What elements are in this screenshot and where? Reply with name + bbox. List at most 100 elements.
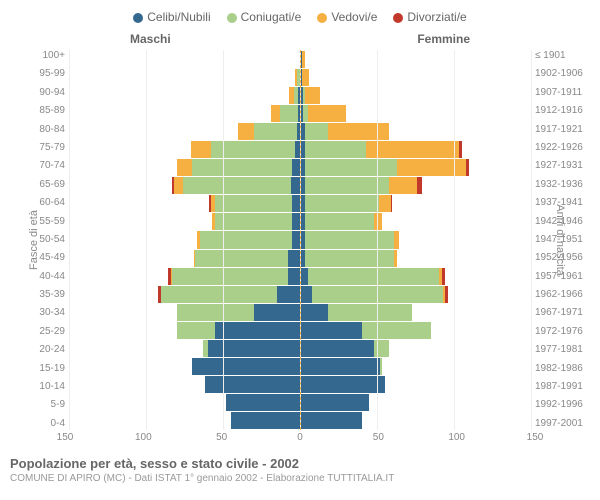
- bar-segment: [308, 105, 346, 122]
- bar-segment: [254, 304, 300, 321]
- legend-item: Vedovi/e: [317, 10, 377, 24]
- bar-row: [300, 195, 531, 213]
- bar-segment: [271, 105, 280, 122]
- year-label: 1922-1926: [535, 143, 590, 153]
- bar-segment: [305, 87, 320, 104]
- bar-segment: [394, 250, 397, 267]
- gridline: [531, 50, 532, 430]
- bar-row: [300, 104, 531, 122]
- legend-item: Divorziati/e: [393, 10, 466, 24]
- bar-row: [300, 159, 531, 177]
- year-label: 1932-1936: [535, 180, 590, 190]
- year-label: 1982-1986: [535, 364, 590, 374]
- year-label: 1992-1996: [535, 400, 590, 410]
- x-tick: 100: [135, 432, 152, 443]
- gridline: [223, 50, 224, 430]
- bar-row: [69, 249, 300, 267]
- x-tick: 50: [373, 432, 384, 443]
- bar-segment: [174, 177, 183, 194]
- bar-segment: [300, 340, 374, 357]
- bar-segment: [305, 213, 374, 230]
- bar-segment: [394, 231, 399, 248]
- bar-row: [69, 267, 300, 285]
- age-label: 15-19: [10, 364, 65, 374]
- bar-row: [69, 412, 300, 430]
- bar-segment: [300, 394, 369, 411]
- bar-segment: [226, 394, 300, 411]
- year-label: 1912-1916: [535, 106, 590, 116]
- year-label: ≤ 1901: [535, 51, 590, 61]
- bar-row: [300, 177, 531, 195]
- bar-row: [69, 104, 300, 122]
- bar-segment: [305, 141, 367, 158]
- bar-row: [300, 213, 531, 231]
- bar-segment: [205, 376, 300, 393]
- bar-segment: [254, 123, 297, 140]
- x-tick: 150: [57, 432, 74, 443]
- age-label: 5-9: [10, 400, 65, 410]
- gender-headers: Maschi Femmine: [10, 32, 590, 50]
- bar-segment: [442, 268, 445, 285]
- age-label: 25-29: [10, 327, 65, 337]
- bar-segment: [288, 250, 300, 267]
- bar-segment: [300, 322, 362, 339]
- x-tick: 50: [216, 432, 227, 443]
- bar-row: [300, 376, 531, 394]
- age-label: 20-24: [10, 345, 65, 355]
- age-label: 75-79: [10, 143, 65, 153]
- bar-segment: [328, 304, 413, 321]
- gridline: [377, 50, 378, 430]
- chart-subtitle: COMUNE DI APIRO (MC) - Dati ISTAT 1° gen…: [10, 473, 590, 484]
- bar-segment: [300, 376, 385, 393]
- bar-segment: [288, 268, 300, 285]
- male-bars: [69, 50, 300, 430]
- x-tick: 100: [448, 432, 465, 443]
- bar-row: [300, 50, 531, 68]
- bar-row: [300, 321, 531, 339]
- year-label: 1987-1991: [535, 382, 590, 392]
- age-label: 80-84: [10, 125, 65, 135]
- bar-row: [300, 285, 531, 303]
- x-tick: 0: [297, 432, 303, 443]
- bar-row: [69, 321, 300, 339]
- bar-segment: [191, 141, 211, 158]
- bar-segment: [238, 123, 253, 140]
- header-female: Femmine: [417, 32, 470, 46]
- bar-segment: [192, 159, 292, 176]
- bar-segment: [215, 213, 292, 230]
- bar-segment: [305, 250, 394, 267]
- bar-segment: [305, 123, 328, 140]
- gridline: [146, 50, 147, 430]
- year-label: 1962-1966: [535, 290, 590, 300]
- bar-segment: [308, 268, 439, 285]
- bar-segment: [195, 250, 287, 267]
- legend-swatch: [133, 13, 143, 23]
- bar-row: [69, 122, 300, 140]
- bar-row: [69, 68, 300, 86]
- y-axis-right-title: Anni di nascita: [554, 204, 566, 276]
- year-label: 1972-1976: [535, 327, 590, 337]
- bar-row: [69, 394, 300, 412]
- legend: Celibi/NubiliConiugati/eVedovi/eDivorzia…: [10, 10, 590, 24]
- bar-row: [300, 394, 531, 412]
- year-label: 1907-1911: [535, 88, 590, 98]
- bar-segment: [302, 69, 310, 86]
- age-label: 90-94: [10, 88, 65, 98]
- year-label: 1917-1921: [535, 125, 590, 135]
- bar-row: [69, 340, 300, 358]
- bar-segment: [300, 412, 362, 429]
- bar-row: [69, 231, 300, 249]
- bar-row: [69, 140, 300, 158]
- bar-segment: [215, 195, 292, 212]
- bar-row: [300, 249, 531, 267]
- bar-segment: [300, 304, 328, 321]
- bar-segment: [292, 213, 300, 230]
- age-label: 60-64: [10, 198, 65, 208]
- legend-swatch: [227, 13, 237, 23]
- bar-segment: [302, 51, 305, 68]
- bar-segment: [305, 195, 379, 212]
- bar-segment: [200, 231, 292, 248]
- bar-row: [300, 303, 531, 321]
- bar-segment: [459, 141, 462, 158]
- age-label: 40-44: [10, 272, 65, 282]
